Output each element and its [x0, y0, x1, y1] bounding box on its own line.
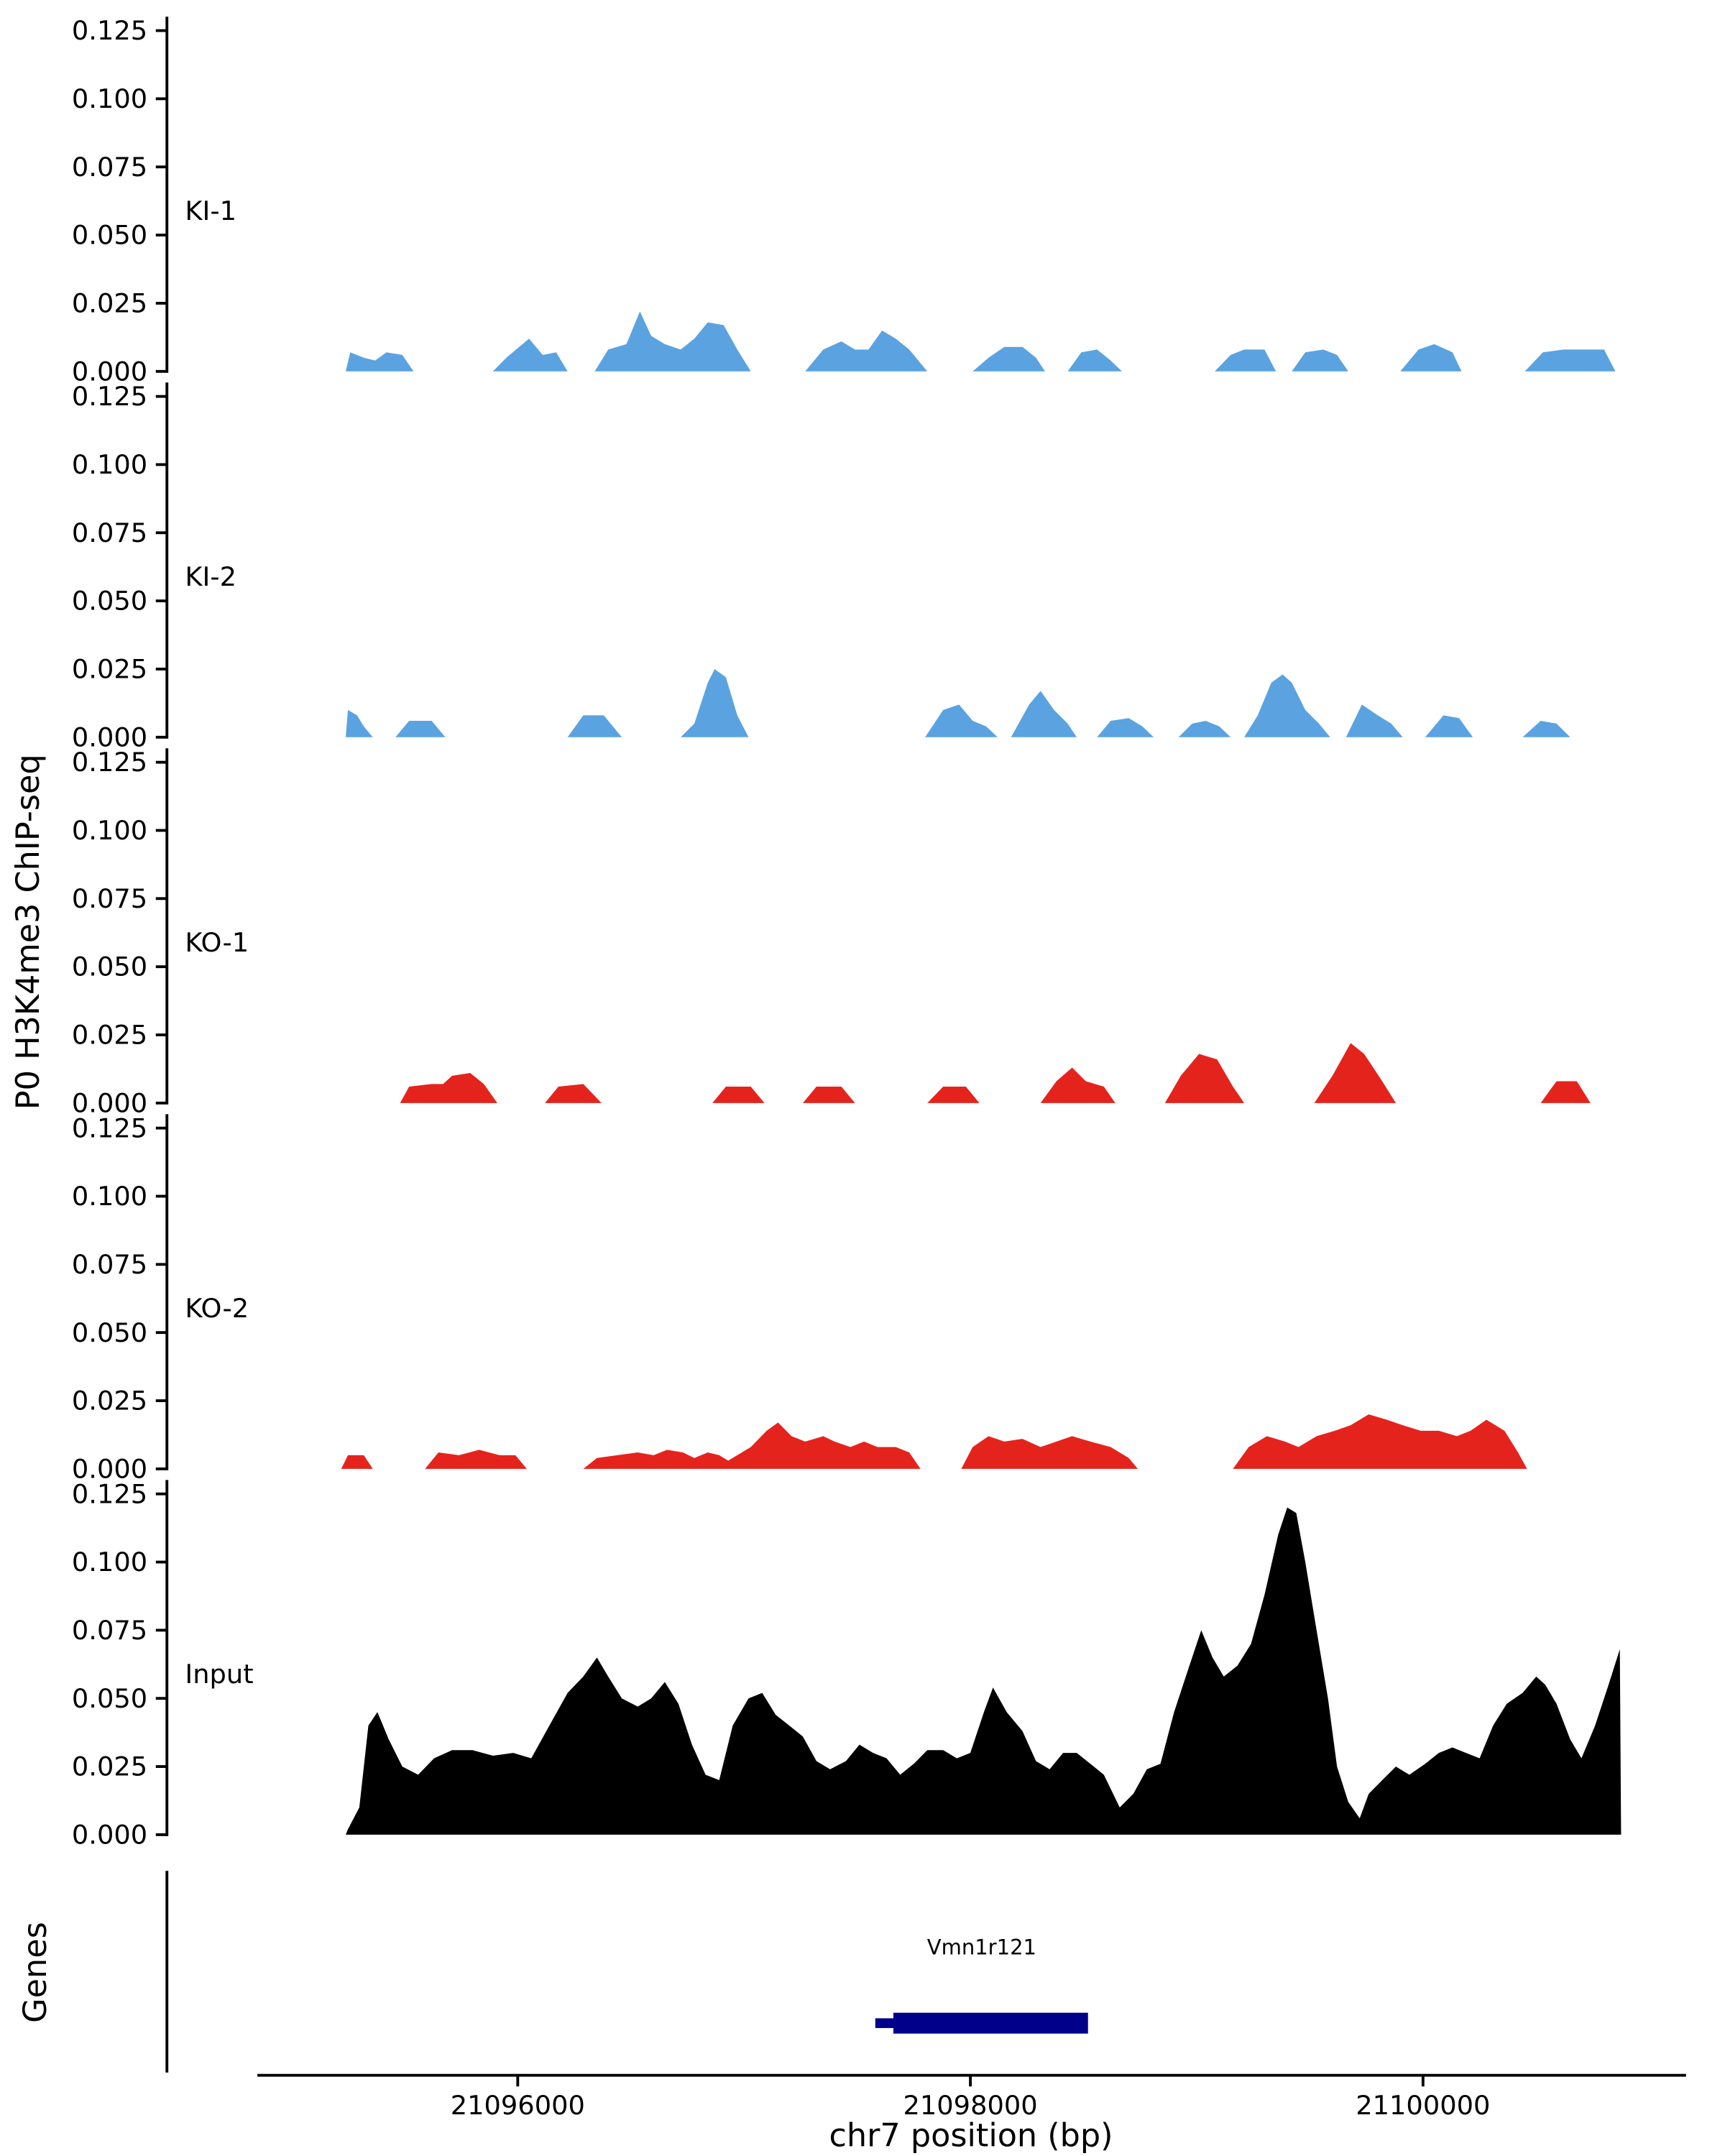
y-tick-label: 0.025	[72, 288, 147, 319]
y-tick-label: 0.100	[72, 1181, 147, 1212]
signal-area-input	[345, 1507, 1622, 1835]
signal-area-ko-2	[341, 1414, 1527, 1469]
y-tick-label: 0.025	[72, 654, 147, 685]
x-tick-label: 21100000	[1356, 2090, 1490, 2121]
y-tick-label: 0.100	[72, 449, 147, 480]
y-tick-label: 0.075	[72, 517, 147, 548]
track-panel-ko-1: 0.000 0.025 0.050 0.075 0.100 0.125 KO-1	[72, 747, 1591, 1118]
y-tick-label: 0.025	[72, 1751, 147, 1782]
x-axis-title: chr7 position (bp)	[829, 2117, 1113, 2154]
genes-panel: Vmn1r121	[165, 1871, 1088, 2073]
y-tick-label: 0.125	[72, 747, 147, 778]
track-label: KO-2	[185, 1293, 249, 1324]
track-label: KO-1	[185, 927, 249, 958]
y-tick-label: 0.075	[72, 883, 147, 914]
track-panel-ki-2: 0.000 0.025 0.050 0.075 0.100 0.125 KI-2	[72, 381, 1570, 752]
gene-label: Vmn1r121	[927, 1935, 1036, 1959]
track-label: Input	[185, 1659, 253, 1690]
y-tick-label: 0.050	[72, 1683, 147, 1714]
y-tick-label: 0.000	[72, 1453, 147, 1484]
y-tick-label: 0.000	[72, 722, 147, 752]
y-tick-label: 0.125	[72, 1478, 147, 1509]
y-tick-label: 0.125	[72, 1112, 147, 1143]
y-tick-label: 0.100	[72, 83, 147, 114]
y-tick-label: 0.075	[72, 152, 147, 183]
track-label: KI-2	[185, 561, 236, 592]
y-tick-label: 0.025	[72, 1386, 147, 1416]
track-panel-input: 0.000 0.025 0.050 0.075 0.100 0.125 Input	[72, 1478, 1622, 1850]
y-tick-label: 0.000	[72, 356, 147, 387]
y-tick-label: 0.050	[72, 220, 147, 251]
track-panel-ki-1: 0.000 0.025 0.050 0.075 0.100 0.125 KI-1	[72, 15, 1616, 387]
y-tick-label: 0.050	[72, 1317, 147, 1348]
signal-area-ki-1	[345, 311, 1616, 372]
y-tick-label: 0.075	[72, 1615, 147, 1646]
y-tick-label: 0.050	[72, 952, 147, 982]
x-tick-label: 21096000	[451, 2090, 585, 2121]
track-panel-ko-2: 0.000 0.025 0.050 0.075 0.100 0.125 KO-2	[72, 1112, 1527, 1484]
y-tick-label: 0.125	[72, 15, 147, 46]
x-tick-label: 21098000	[903, 2090, 1038, 2121]
y-tick-label: 0.100	[72, 1547, 147, 1577]
signal-area-ki-2	[345, 668, 1570, 737]
y-tick-label: 0.075	[72, 1249, 147, 1280]
y-tick-label: 0.025	[72, 1020, 147, 1051]
y-tick-label: 0.125	[72, 381, 147, 412]
y-tick-label: 0.050	[72, 586, 147, 617]
gene-body	[893, 2012, 1088, 2034]
y-tick-label: 0.000	[72, 1087, 147, 1118]
signal-area-ko-1	[400, 1043, 1591, 1103]
gene-body-thin	[875, 2018, 893, 2028]
x-axis: 21096000 21098000 21100000	[257, 2073, 1686, 2121]
genes-axis-title: Genes	[17, 1922, 54, 2023]
y-axis-title: P0 H3K4me3 ChIP-seq	[10, 754, 47, 1110]
y-tick-label: 0.000	[72, 1819, 147, 1850]
y-tick-label: 0.100	[72, 815, 147, 846]
track-label: KI-1	[185, 195, 236, 226]
